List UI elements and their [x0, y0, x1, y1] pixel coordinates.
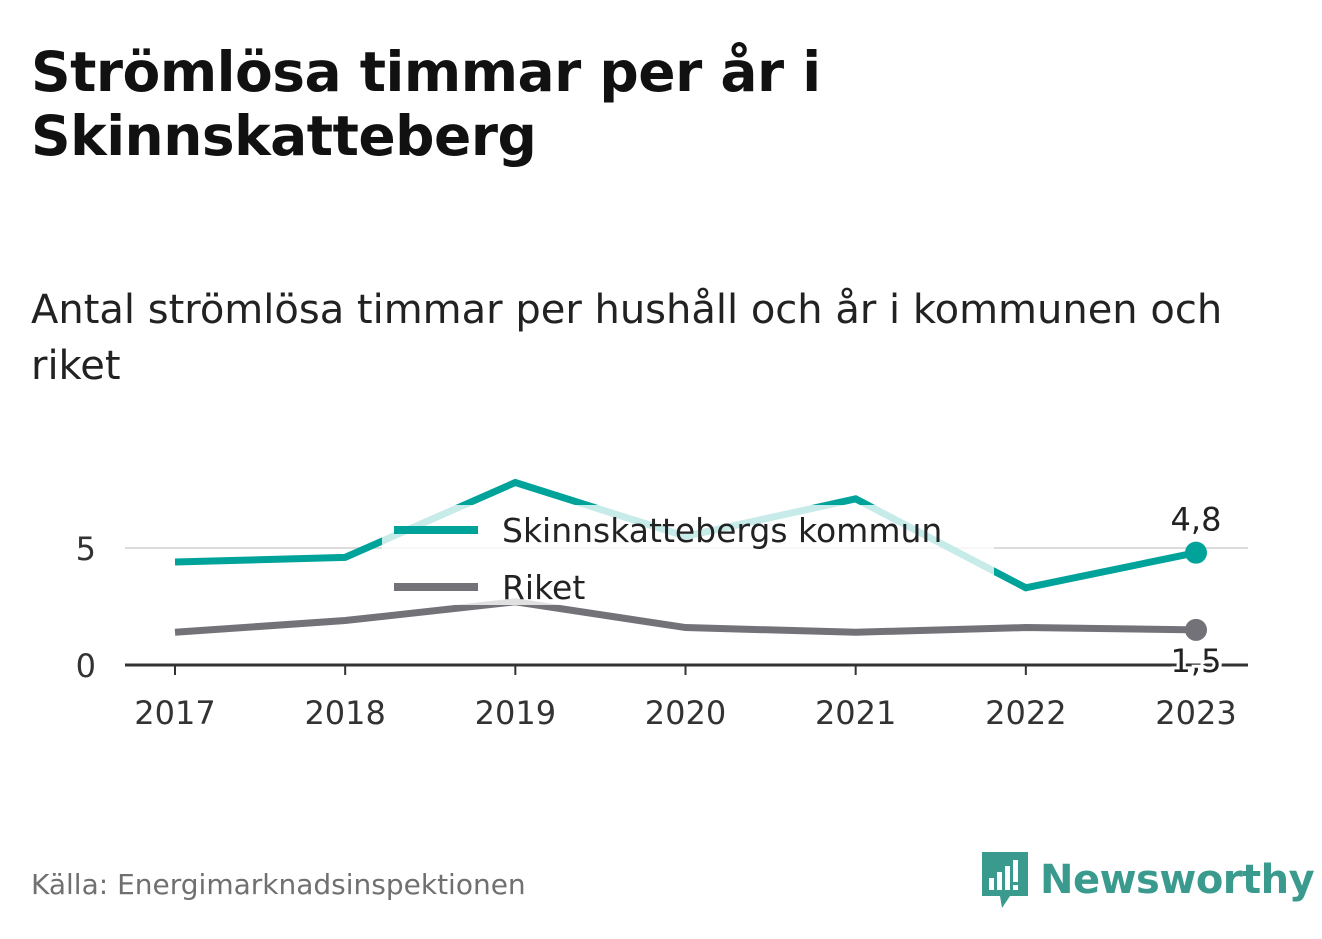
- y-tick-label-0: 0: [76, 647, 96, 685]
- x-tick-label-2018: 2018: [304, 694, 385, 732]
- end-label-kommun: 4,8: [1171, 501, 1222, 539]
- brand-name: Newsworthy: [1040, 857, 1315, 903]
- legend-background: [382, 505, 994, 605]
- end-label-riket: 1,5: [1171, 642, 1222, 680]
- chart-subtitle: Antal strömlösa timmar per hushåll och å…: [31, 287, 1223, 389]
- bar-chart-badge-icon: [982, 852, 1028, 908]
- chart-title: Strömlösa timmar per år i Skinnskatteber…: [31, 40, 821, 168]
- x-tick-label-2022: 2022: [985, 694, 1066, 732]
- x-tick-label-2021: 2021: [815, 694, 896, 732]
- series-line-riket: [174, 598, 1197, 636]
- x-tick-label-2019: 2019: [475, 694, 556, 732]
- legend-item-kommun-label: Skinnskattebergs kommun: [502, 511, 942, 550]
- x-tick-label-2023: 2023: [1155, 694, 1236, 732]
- legend-item-riket-label: Riket: [502, 568, 585, 607]
- end-point-riket: [1185, 618, 1207, 641]
- end-point-kommun: [1185, 541, 1207, 564]
- x-tick-label-2017: 2017: [134, 694, 215, 732]
- y-tick-label-5: 5: [76, 530, 96, 568]
- x-tick-label-2020: 2020: [645, 694, 726, 732]
- brand-logo: Newsworthy: [980, 850, 1315, 910]
- source-note: Källa: Energimarknadsinspektionen: [31, 868, 526, 901]
